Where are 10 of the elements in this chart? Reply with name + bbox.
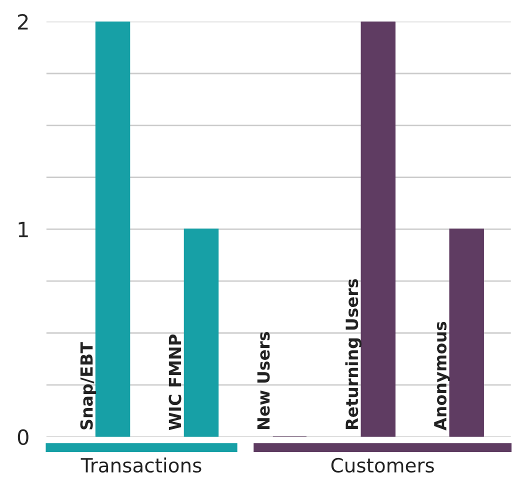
x-tick-label: New Users [257,332,270,430]
text: Customers [331,458,434,473]
x-tick-label: Returning Users [345,279,362,430]
x-tick-label: Snap/EBT [80,342,96,430]
y-tick-label: 0 [18,429,28,446]
text: Transactions [80,458,202,473]
y-tick-label: 1 [18,222,28,238]
x-tick-label: Anonymous [434,322,450,430]
x-tick-label: WIC FMNP [168,334,182,430]
y-tick-label: 2 [18,14,28,30]
